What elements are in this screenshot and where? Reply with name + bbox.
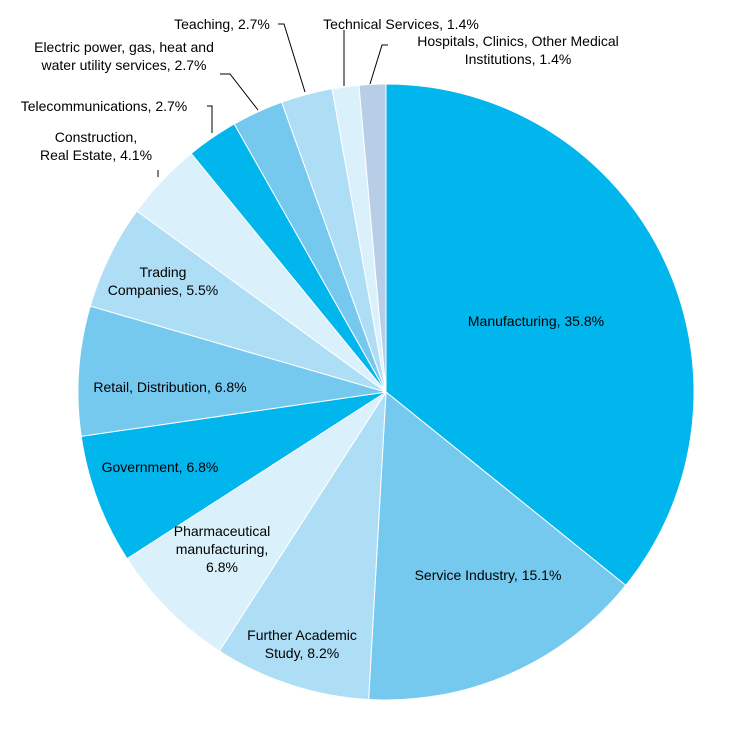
label-construction-real-estate: Construction, Real Estate, 4.1%: [40, 129, 152, 163]
label-government: Government, 6.8%: [102, 459, 219, 475]
slice-pharmaceutical-manufacturing: [126, 391, 387, 652]
label-further-academic-study: Further Academic Study, 8.2%: [247, 627, 357, 661]
slice-labels: Manufacturing, 35.8% Service Industry, 15…: [21, 16, 619, 661]
label-pharmaceutical-manufacturing: Pharmaceutical manufacturing, 6.8%: [174, 523, 271, 575]
label-line: Study, 8.2%: [265, 645, 339, 661]
label-line: Pharmaceutical: [174, 523, 271, 539]
label-line: Trading: [140, 264, 187, 280]
label-line: water utility services, 2.7%: [41, 57, 207, 73]
label-hospitals-clinics-other-medical-institutions: Hospitals, Clinics, Other Medical Institu…: [417, 33, 619, 67]
label-line: Hospitals, Clinics, Other Medical: [417, 33, 619, 49]
label-manufacturing: Manufacturing, 35.8%: [468, 313, 604, 329]
label-line: Institutions, 1.4%: [465, 51, 572, 67]
label-line: manufacturing,: [176, 541, 269, 557]
label-line: Service Industry, 15.1%: [415, 567, 562, 583]
label-line: Government, 6.8%: [102, 459, 219, 475]
slice-hospitals-clinics-other-medical-institutions: [358, 83, 387, 393]
slice-retail-distribution: [77, 305, 387, 437]
label-trading-companies: Trading Companies, 5.5%: [108, 264, 219, 298]
label-line: Companies, 5.5%: [108, 282, 219, 298]
label-telecommunications: Telecommunications, 2.7%: [21, 98, 188, 114]
leader-line-hospitals-clinics-other-medical-institutions: [369, 44, 388, 85]
label-teaching: Teaching, 2.7%: [174, 16, 270, 32]
label-line: 6.8%: [206, 559, 238, 575]
label-line: Teaching, 2.7%: [174, 16, 270, 32]
slice-further-academic-study: [218, 390, 387, 701]
label-line: Retail, Distribution, 6.8%: [93, 379, 246, 395]
slice-service-industry: [368, 390, 627, 701]
label-technical-services: Technical Services, 1.4%: [323, 16, 479, 32]
pie-slices: [77, 83, 695, 701]
label-line: Electric power, gas, heat and: [34, 39, 214, 55]
slice-manufacturing: [385, 83, 695, 587]
label-service-industry: Service Industry, 15.1%: [415, 567, 562, 583]
slice-government: [80, 391, 387, 560]
label-line: Construction,: [55, 129, 137, 145]
label-line: Manufacturing, 35.8%: [468, 313, 604, 329]
label-line: Technical Services, 1.4%: [323, 16, 479, 32]
leader-line-electric-power-gas-heat-and-water-utility-services: [220, 73, 259, 111]
label-line: Telecommunications, 2.7%: [21, 98, 188, 114]
leader-lines: [157, 23, 388, 177]
leader-line-telecommunications: [207, 105, 213, 133]
label-line: Further Academic: [247, 627, 357, 643]
label-electric-power-gas-heat-and-water-utility-services: Electric power, gas, heat and water utili…: [34, 39, 214, 73]
label-line: Real Estate, 4.1%: [40, 147, 152, 163]
label-retail-distribution: Retail, Distribution, 6.8%: [93, 379, 246, 395]
leader-line-teaching: [278, 23, 306, 93]
